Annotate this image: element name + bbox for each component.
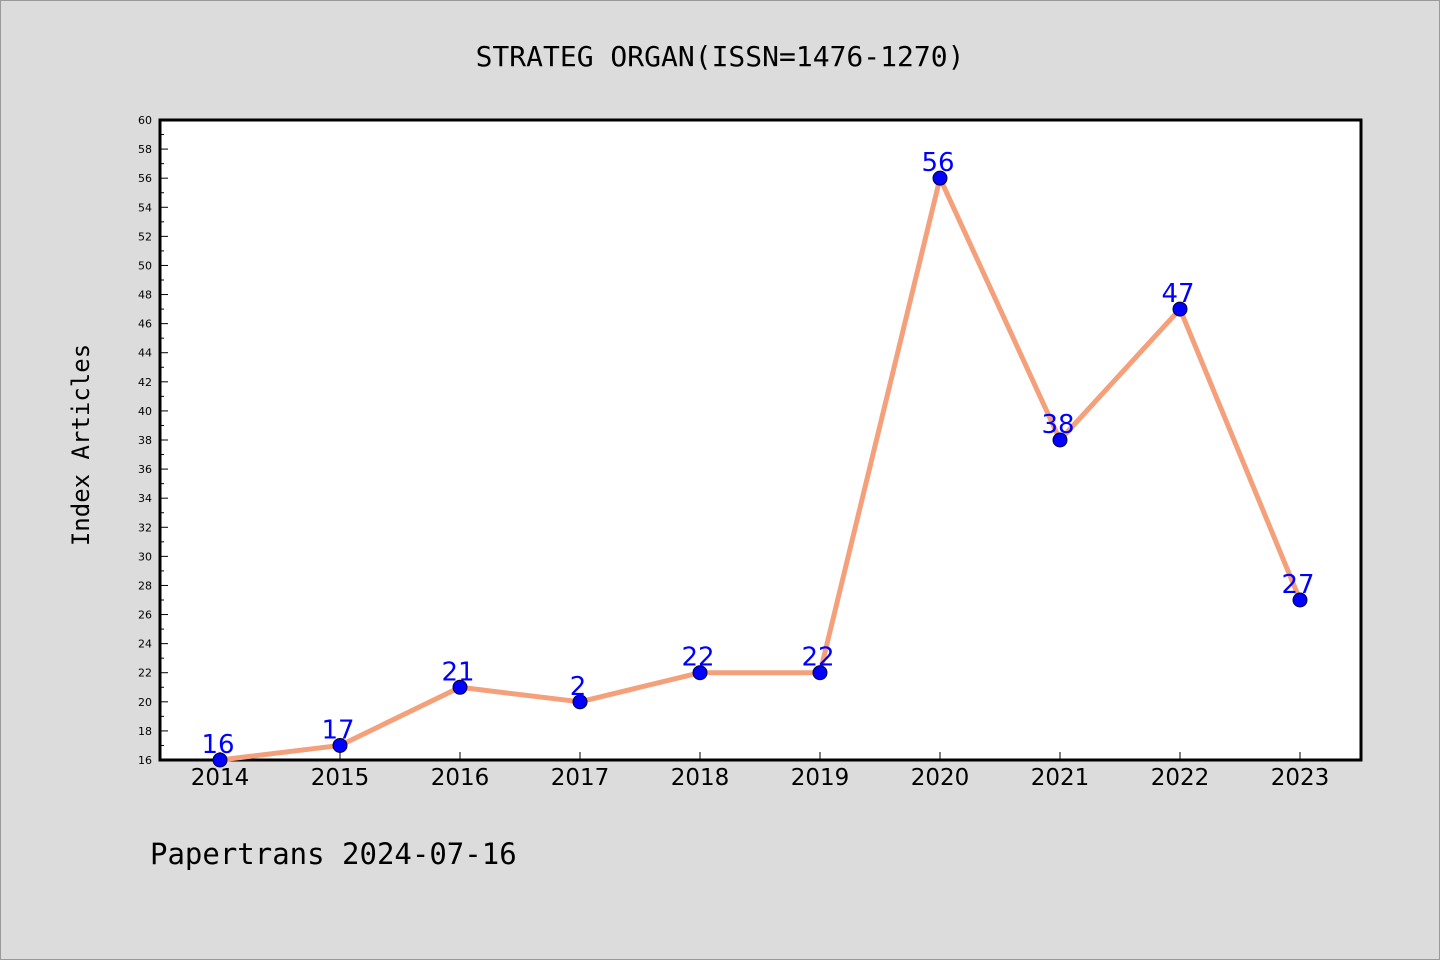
x-tick-label: 2023 [1271,765,1330,791]
y-axis-ticks: 16 18 20 22 24 26 28 30 32 34 36 38 40 42 44 46 48 50 52 54… [138,114,168,767]
data-point [812,665,828,681]
y-tick-label: 22 [138,667,152,680]
data-label: 2 [570,672,587,702]
data-point [212,752,228,768]
data-point [572,694,588,710]
x-tick-label: 2021 [1031,765,1090,791]
data-point [1292,592,1308,608]
series-line-group [217,175,1303,763]
data-label: 47 [1161,279,1194,309]
x-tick-label: 2020 [911,765,970,791]
y-tick-label: 60 [138,114,152,127]
y-tick-label: 20 [138,696,152,709]
data-label: 21 [441,657,474,687]
data-point [1052,432,1068,448]
y-tick-label: 56 [138,172,152,185]
data-point [452,679,468,695]
y-tick-label: 50 [138,259,152,272]
x-tick-label: 2017 [551,765,610,791]
plot-area [158,118,1363,762]
data-label: 22 [681,643,714,673]
y-tick-label: 34 [138,492,152,505]
y-tick-label: 38 [138,434,152,447]
data-label: 17 [321,715,354,745]
y-tick-label: 18 [138,725,152,738]
data-label: 16 [201,730,234,760]
y-tick-label: 32 [138,521,152,534]
y-tick-label: 48 [138,289,152,302]
y-tick-label: 52 [138,230,152,243]
x-tick-label: 2018 [671,765,730,791]
y-tick-label: 36 [138,463,152,476]
data-label: 22 [801,643,834,673]
data-point [692,665,708,681]
x-tick-label: 2016 [431,765,490,791]
footer-text: Papertrans 2024-07-16 [150,837,517,871]
y-tick-label: 40 [138,405,152,418]
y-tick-label: 16 [138,754,152,767]
y-tick-label: 58 [138,143,152,156]
data-markers [212,170,1308,768]
y-tick-label: 30 [138,550,152,563]
chart-title: STRATEG ORGAN(ISSN=1476-1270) [476,40,965,73]
data-point [932,170,948,186]
y-tick-label: 28 [138,579,152,592]
data-label: 38 [1041,410,1074,440]
x-axis-ticks: 2014 2015 2016 2017 2018 2019 2020 2021 2022 2023 [191,752,1330,791]
y-tick-label: 26 [138,609,152,622]
series-line [217,175,1303,763]
x-tick-label: 2022 [1151,765,1210,791]
data-label: 27 [1281,570,1314,600]
y-tick-label: 42 [138,376,152,389]
x-tick-label: 2014 [191,765,250,791]
x-tick-label: 2015 [311,765,370,791]
data-point [332,737,348,753]
data-label: 56 [921,148,954,178]
data-point [1172,301,1188,317]
x-tick-label: 2019 [791,765,850,791]
y-axis-label: Index Articles [67,344,95,546]
y-tick-label: 24 [138,638,152,651]
y-tick-label: 46 [138,318,152,331]
y-tick-label: 44 [138,347,152,360]
y-tick-label: 54 [138,201,152,214]
